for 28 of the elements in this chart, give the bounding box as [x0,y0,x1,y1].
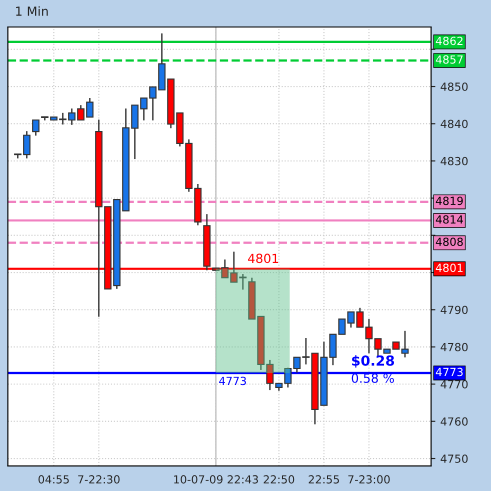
candlestick [365,318,373,354]
annotation: $0.28 [352,355,394,368]
ref-line-label: 4819 [436,196,463,206]
annotation: 4773 [219,376,246,386]
x-tick-label: 04:55 [38,475,69,484]
ref-line-label: 4857 [436,55,463,64]
ref-line-label: 4808 [436,238,463,246]
y-tick-label: 4770 [440,380,468,388]
y-tick-label: 4850 [440,82,468,91]
y-tick-label: 4760 [440,417,468,426]
annotation: 4801 [248,254,278,264]
x-tick-label: 10-07-09 22:43 [174,475,258,484]
y-tick-label: 4750 [440,454,468,463]
x-tick-label: 22:55 [308,475,339,484]
y-tick-label: 4790 [440,306,468,314]
ref-line-label: 4862 [436,36,462,46]
ref-line-label: 4801 [436,264,463,272]
candlestick [32,119,40,136]
ref-line-label: 4773 [436,368,463,376]
chart-title: 1 Min [16,6,48,16]
y-tick-label: 4840 [440,120,468,128]
y-tick-label: 4780 [440,342,468,352]
y-tick-label: 4830 [440,156,468,166]
x-tick-label: 22:50 [264,475,294,484]
x-tick-label: 7-23:00 [348,475,390,484]
x-tick-label: 7-22:30 [78,475,120,484]
candlestick [401,330,409,358]
ref-line-label: 4814 [436,215,463,224]
